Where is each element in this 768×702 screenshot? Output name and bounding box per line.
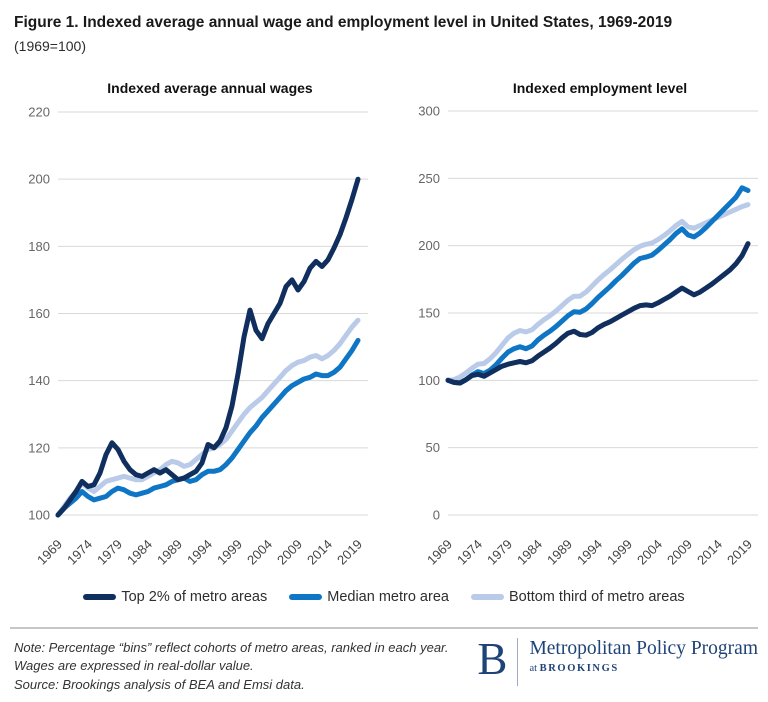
svg-text:2004: 2004 [634,537,665,568]
svg-text:1989: 1989 [154,537,185,568]
charts-canvas: 1001201401601802002201969197419791984198… [28,104,758,568]
svg-text:1974: 1974 [64,537,95,568]
source-text: Source: Brookings analysis of BEA and Em… [14,676,305,692]
legend-label-bottom-third: Bottom third of metro areas [508,589,685,605]
logo-subtitle: at BROOKINGS [529,663,758,674]
svg-text:220: 220 [28,105,50,120]
svg-text:1994: 1994 [574,537,605,568]
svg-text:250: 250 [418,171,440,186]
chart-title-employment: Indexed employment level [512,80,688,96]
svg-text:1974: 1974 [454,537,485,568]
svg-text:100: 100 [418,373,440,388]
legend-swatch-top2-icon [83,594,117,600]
legend-label-median: Median metro area [327,589,449,605]
svg-text:2014: 2014 [694,537,725,568]
svg-text:1969: 1969 [424,537,455,568]
svg-text:150: 150 [418,306,440,321]
figure-title: Figure 1. Indexed average annual wage an… [14,14,673,31]
figure-subtitle: (1969=100) [14,38,87,54]
svg-text:300: 300 [418,104,440,119]
svg-text:1984: 1984 [124,537,155,568]
logo-brookings-text: BROOKINGS [539,663,619,674]
legend-item-top2: Top 2% of metro areas [83,589,267,605]
legend-item-median: Median metro area [289,589,449,605]
chart-panel-1: 0501001502002503001969197419791984198919… [418,104,758,568]
footnote-block: Note: Percentage “bins” reflect cohorts … [14,639,456,694]
legend-swatch-median-icon [289,594,323,600]
svg-text:140: 140 [28,373,50,388]
svg-text:2014: 2014 [304,537,335,568]
svg-text:2009: 2009 [274,537,305,568]
chart-title-wages: Indexed average annual wages [107,80,313,96]
brookings-logo: B Metropolitan Policy Program at BROOKIN… [477,634,758,686]
logo-divider [517,638,519,686]
logo-at-text: at [529,663,538,674]
logo-program-name: Metropolitan Policy Program [529,638,758,659]
svg-text:1984: 1984 [514,537,545,568]
note-text: Note: Percentage “bins” reflect cohorts … [14,640,449,674]
chart-panel-0: 100 120 140 160 180 200 220 1969197419791984198… [28,105,368,568]
svg-text:120: 120 [28,440,50,455]
svg-text:200: 200 [418,238,440,253]
legend: Top 2% of metro areas Median metro area … [0,589,768,605]
svg-text:1989: 1989 [544,537,575,568]
legend-swatch-bottom-third-icon [470,594,504,600]
svg-text:1969: 1969 [34,537,65,568]
svg-text:2009: 2009 [664,537,695,568]
svg-text:0: 0 [433,508,440,523]
svg-text:160: 160 [28,306,50,321]
svg-text:100: 100 [28,508,50,523]
logo-b-letter: B [477,634,508,684]
svg-text:200: 200 [28,172,50,187]
svg-text:180: 180 [28,239,50,254]
svg-text:1994: 1994 [184,537,215,568]
svg-text:1999: 1999 [604,537,635,568]
svg-text:1979: 1979 [484,537,515,568]
svg-text:2004: 2004 [244,537,275,568]
svg-text:1979: 1979 [94,537,125,568]
svg-text:2019: 2019 [334,537,365,568]
svg-text:2019: 2019 [724,537,755,568]
svg-text:50: 50 [426,440,440,455]
legend-label-top2: Top 2% of metro areas [121,589,268,605]
legend-item-bottom-third: Bottom third of metro areas [470,589,685,605]
footer-divider [10,627,758,629]
svg-text:1999: 1999 [214,537,245,568]
